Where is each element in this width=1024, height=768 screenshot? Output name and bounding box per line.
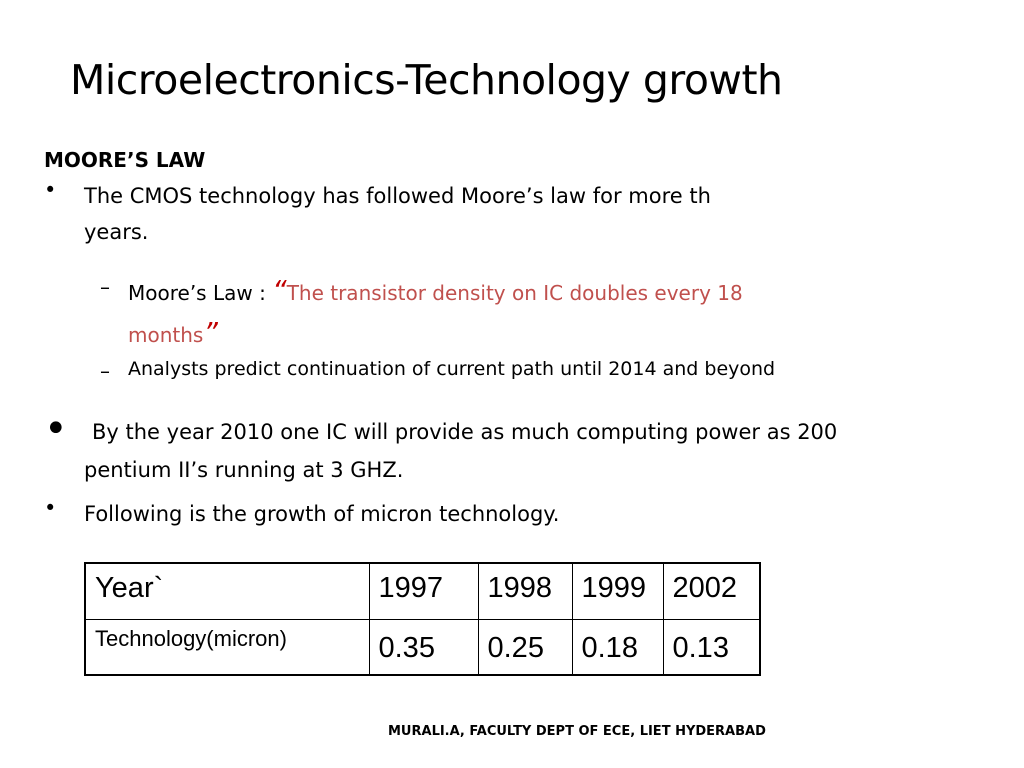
bullet-text-line1: The CMOS technology has followed Moore’s… <box>84 184 711 208</box>
table-cell-value: 0.25 <box>477 618 573 676</box>
table-header-label: Year` <box>84 562 370 620</box>
moores-law-quote-line2: months <box>128 323 204 347</box>
bullet-marker: • <box>44 496 57 520</box>
bullet-marker: • <box>44 406 68 452</box>
table-cell-value: 0.18 <box>571 618 664 676</box>
table-cell-value: 0.35 <box>368 618 479 676</box>
moores-law-prefix: Moore’s Law : <box>128 281 273 305</box>
table-row-label: Technology(micron) <box>84 618 370 676</box>
bullet-text: Following is the growth of micron techno… <box>84 502 560 526</box>
sub-bullet-dash: – <box>100 359 110 383</box>
bullet-text-line2: years. <box>84 220 149 244</box>
sub-bullet-line2: months” <box>128 316 218 349</box>
table-row-technology: Technology(micron) 0.35 0.25 0.18 0.13 <box>84 618 761 676</box>
table-cell-year: 1999 <box>571 562 664 620</box>
table-row-year: Year` 1997 1998 1999 2002 <box>84 562 761 620</box>
close-quote-mark: ” <box>203 316 218 349</box>
bullet-text-line2: pentium II’s running at 3 GHZ. <box>84 458 404 482</box>
section-heading: MOORE’S LAW <box>44 148 206 172</box>
slide-title: Microelectronics-Technology growth <box>70 56 783 104</box>
open-quote-mark: “ <box>272 274 287 307</box>
moores-law-quote-line1: The transistor density on IC doubles eve… <box>286 281 743 305</box>
micron-technology-table: Year` 1997 1998 1999 2002 Technology(mic… <box>84 562 761 676</box>
table-cell-year: 1998 <box>477 562 573 620</box>
bullet-marker: • <box>44 178 57 202</box>
sub-bullet-line1: Moore’s Law : “The transistor density on… <box>128 274 743 307</box>
table-cell-year: 2002 <box>662 562 761 620</box>
slide-footer: MURALI.A, FACULTY DEPT OF ECE, LIET HYDE… <box>388 724 766 739</box>
table-cell-value: 0.13 <box>662 618 761 676</box>
sub-bullet-text: Analysts predict continuation of current… <box>128 358 776 380</box>
table-cell-year: 1997 <box>368 562 479 620</box>
bullet-text-line1: By the year 2010 one IC will provide as … <box>92 420 838 444</box>
sub-bullet-dash: – <box>100 275 110 299</box>
